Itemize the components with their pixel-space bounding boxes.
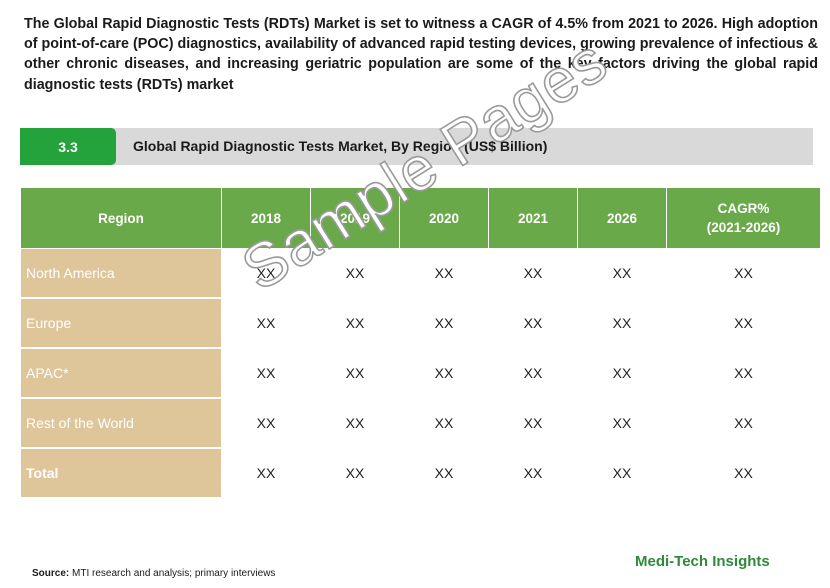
header-cagr-label: CAGR% (717, 201, 770, 216)
value-cell: XX (666, 248, 821, 299)
value-cell: XX (221, 397, 311, 449)
value-cell: XX (488, 447, 578, 499)
source-text: MTI research and analysis; primary inter… (69, 568, 276, 579)
value-cell: XX (666, 447, 821, 499)
value-cell: XX (399, 397, 489, 449)
value-cell: XX (399, 447, 489, 499)
header-cagr: CAGR% (2021-2026) (666, 187, 821, 249)
header-2026: 2026 (577, 187, 667, 249)
value-cell: XX (577, 347, 667, 399)
region-cell-total: Total (20, 447, 222, 499)
value-cell: XX (488, 347, 578, 399)
section-number: 3.3 (20, 128, 116, 165)
table-row: Rest of the World XX XX XX XX XX XX (20, 397, 821, 449)
value-cell: XX (221, 248, 311, 299)
table-row: Europe XX XX XX XX XX XX (20, 297, 821, 349)
header-region: Region (20, 187, 222, 249)
section-header-bar: 3.3 Global Rapid Diagnostic Tests Market… (20, 128, 813, 165)
value-cell: XX (577, 248, 667, 299)
section-title: Global Rapid Diagnostic Tests Market, By… (133, 138, 548, 154)
value-cell: XX (310, 297, 400, 349)
header-cagr-period: (2021-2026) (706, 220, 781, 235)
header-2018: 2018 (221, 187, 311, 249)
value-cell: XX (399, 347, 489, 399)
region-cell: Europe (20, 297, 222, 349)
value-cell: XX (577, 397, 667, 449)
source-note: Source: MTI research and analysis; prima… (32, 568, 275, 579)
header-2019: 2019 (310, 187, 400, 249)
region-market-table: Region 2018 2019 2020 2021 2026 CAGR% (2… (20, 187, 821, 499)
table-row-total: Total XX XX XX XX XX XX (20, 447, 821, 499)
value-cell: XX (577, 297, 667, 349)
value-cell: XX (666, 347, 821, 399)
region-cell: APAC* (20, 347, 222, 399)
header-2020: 2020 (399, 187, 489, 249)
value-cell: XX (310, 447, 400, 499)
value-cell: XX (310, 248, 400, 299)
value-cell: XX (310, 397, 400, 449)
value-cell: XX (577, 447, 667, 499)
value-cell: XX (310, 347, 400, 399)
table-header-row: Region 2018 2019 2020 2021 2026 CAGR% (2… (20, 187, 821, 249)
brand-logo-text: Medi-Tech Insights (635, 553, 770, 570)
source-label: Source: (32, 568, 70, 579)
value-cell: XX (221, 447, 311, 499)
value-cell: XX (488, 297, 578, 349)
value-cell: XX (399, 248, 489, 299)
value-cell: XX (221, 297, 311, 349)
header-2021: 2021 (488, 187, 578, 249)
value-cell: XX (488, 248, 578, 299)
value-cell: XX (221, 347, 311, 399)
region-cell: North America (20, 248, 222, 299)
intro-paragraph: The Global Rapid Diagnostic Tests (RDTs)… (24, 16, 818, 93)
table-row: APAC* XX XX XX XX XX XX (20, 347, 821, 399)
region-cell: Rest of the World (20, 397, 222, 449)
table-row: North America XX XX XX XX XX XX (20, 248, 821, 299)
value-cell: XX (488, 397, 578, 449)
value-cell: XX (666, 297, 821, 349)
value-cell: XX (399, 297, 489, 349)
value-cell: XX (666, 397, 821, 449)
